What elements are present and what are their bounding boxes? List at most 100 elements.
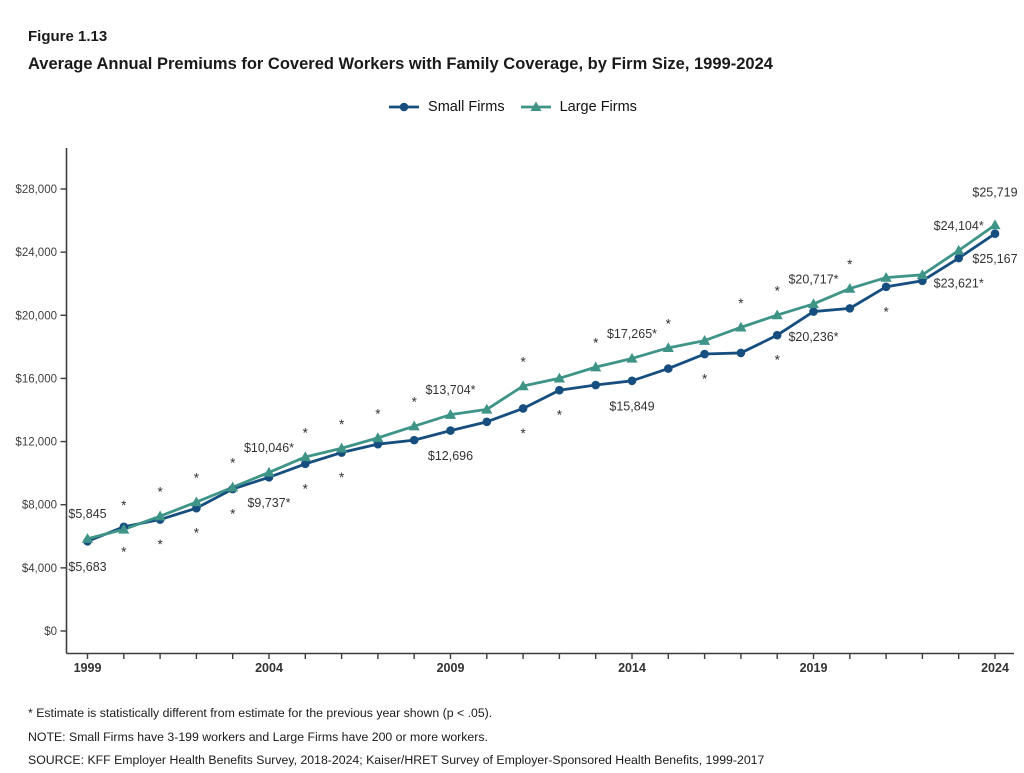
data-point-circle xyxy=(954,253,963,263)
footnote-source: SOURCE: KFF Employer Health Benefits Sur… xyxy=(28,753,765,767)
x-tick-label: 2014 xyxy=(618,661,646,675)
data-point-circle xyxy=(700,349,709,359)
large-firms-line-marker-icon xyxy=(520,101,551,111)
chart-legend: Small Firms Large Firms xyxy=(0,99,1024,115)
data-point-triangle xyxy=(227,481,239,492)
chart-title: Average Annual Premiums for Covered Work… xyxy=(28,55,773,73)
chart-header: Figure 1.13 Average Annual Premiums for … xyxy=(28,28,1008,74)
data-point-label: $25,719 xyxy=(972,186,1017,200)
data-point-circle xyxy=(482,417,492,427)
x-tick-label: 2019 xyxy=(800,661,828,675)
y-tick-label: $0 xyxy=(44,626,57,638)
data-point-triangle xyxy=(880,271,892,282)
data-point-triangle xyxy=(118,523,130,534)
data-point-triangle xyxy=(735,321,747,332)
y-tick-label: $8,000 xyxy=(22,500,57,512)
data-point-triangle xyxy=(807,298,820,309)
data-point-triangle xyxy=(553,372,565,383)
significance-asterisk: * xyxy=(339,470,345,485)
x-tick-label: 2009 xyxy=(437,661,465,675)
y-tick-label: $12,000 xyxy=(15,437,57,449)
significance-asterisk: * xyxy=(775,284,781,299)
data-point-circle xyxy=(301,459,310,469)
data-point-label: $9,737* xyxy=(247,496,290,510)
data-point-triangle xyxy=(263,466,275,477)
data-point-triangle xyxy=(517,380,529,391)
data-point-circle xyxy=(518,404,528,413)
significance-asterisk: * xyxy=(557,408,563,423)
footnote-significance: * Estimate is statistically different fr… xyxy=(28,706,493,720)
data-point-circle xyxy=(990,229,1000,239)
data-point-circle xyxy=(809,307,818,316)
data-point-label: $12,696 xyxy=(428,449,473,463)
data-point-triangle xyxy=(699,335,711,345)
legend-item-small-firms: Small Firms xyxy=(387,99,505,115)
data-point-triangle xyxy=(989,219,1001,230)
significance-asterisk: * xyxy=(520,355,526,370)
y-tick-label: $16,000 xyxy=(15,373,57,385)
x-tick-label: 1999 xyxy=(74,661,102,675)
significance-asterisk: * xyxy=(157,485,163,500)
significance-asterisk: * xyxy=(847,257,853,272)
y-tick-label: $20,000 xyxy=(15,310,57,322)
data-point-circle xyxy=(446,426,455,435)
data-point-triangle xyxy=(916,269,928,280)
data-point-circle xyxy=(627,376,637,386)
significance-asterisk: * xyxy=(230,507,236,522)
significance-asterisk: * xyxy=(157,537,163,552)
data-point-triangle xyxy=(662,342,674,353)
significance-asterisk: * xyxy=(303,481,309,496)
data-point-label: $10,046* xyxy=(244,441,294,455)
data-point-label: $5,845 xyxy=(68,507,106,521)
significance-asterisk: * xyxy=(121,498,127,513)
data-point-circle xyxy=(591,380,600,390)
significance-asterisk: * xyxy=(194,526,200,541)
data-point-triangle xyxy=(336,442,348,453)
data-point-triangle xyxy=(444,409,457,419)
data-point-label: $20,717* xyxy=(788,272,838,286)
data-point-label: $20,236* xyxy=(788,330,838,344)
significance-asterisk: * xyxy=(775,353,781,368)
data-point-triangle xyxy=(771,309,783,320)
x-tick-label: 2024 xyxy=(981,661,1009,675)
significance-asterisk: * xyxy=(230,456,236,471)
footnote-note: NOTE: Small Firms have 3-199 workers and… xyxy=(28,729,488,744)
series-line-small-firms xyxy=(86,232,997,543)
significance-asterisk: * xyxy=(593,336,599,351)
significance-asterisk: * xyxy=(121,544,127,559)
chart-footnotes: * Estimate is statistically different fr… xyxy=(28,702,1008,773)
significance-asterisk: * xyxy=(702,372,708,387)
data-point-label: $23,621* xyxy=(934,277,984,291)
significance-asterisk: * xyxy=(412,395,418,410)
data-point-label: $5,683 xyxy=(68,560,106,574)
data-point-label: $24,104* xyxy=(934,219,984,233)
data-point-triangle xyxy=(372,432,384,443)
legend-item-large-firms: Large Firms xyxy=(519,99,637,115)
small-firms-line-marker-icon xyxy=(389,102,420,112)
y-tick-label: $4,000 xyxy=(22,563,57,575)
series-line-large-firms xyxy=(86,223,997,541)
y-tick-label: $28,000 xyxy=(15,184,57,196)
significance-asterisk: * xyxy=(738,296,744,311)
data-point-label: $25,167 xyxy=(972,252,1017,266)
figure-number: Figure 1.13 xyxy=(28,28,108,45)
data-point-circle xyxy=(881,282,891,292)
x-tick-label: 2004 xyxy=(255,661,283,675)
data-point-triangle xyxy=(626,352,638,363)
significance-asterisk: * xyxy=(194,471,200,486)
data-point-label: $17,265* xyxy=(607,327,657,341)
data-point-circle xyxy=(555,385,564,395)
significance-asterisk: * xyxy=(339,417,345,432)
data-point-label: $13,704* xyxy=(425,383,475,397)
data-point-circle xyxy=(664,364,673,373)
data-point-triangle xyxy=(154,510,166,521)
significance-asterisk: * xyxy=(520,426,526,441)
legend-label-large-firms: Large Firms xyxy=(559,99,637,115)
data-point-circle xyxy=(736,348,746,358)
data-point-circle xyxy=(409,435,419,445)
data-point-triangle xyxy=(408,420,420,431)
data-point-circle xyxy=(845,304,855,313)
data-point-triangle xyxy=(190,496,202,507)
significance-asterisk: * xyxy=(883,304,889,319)
